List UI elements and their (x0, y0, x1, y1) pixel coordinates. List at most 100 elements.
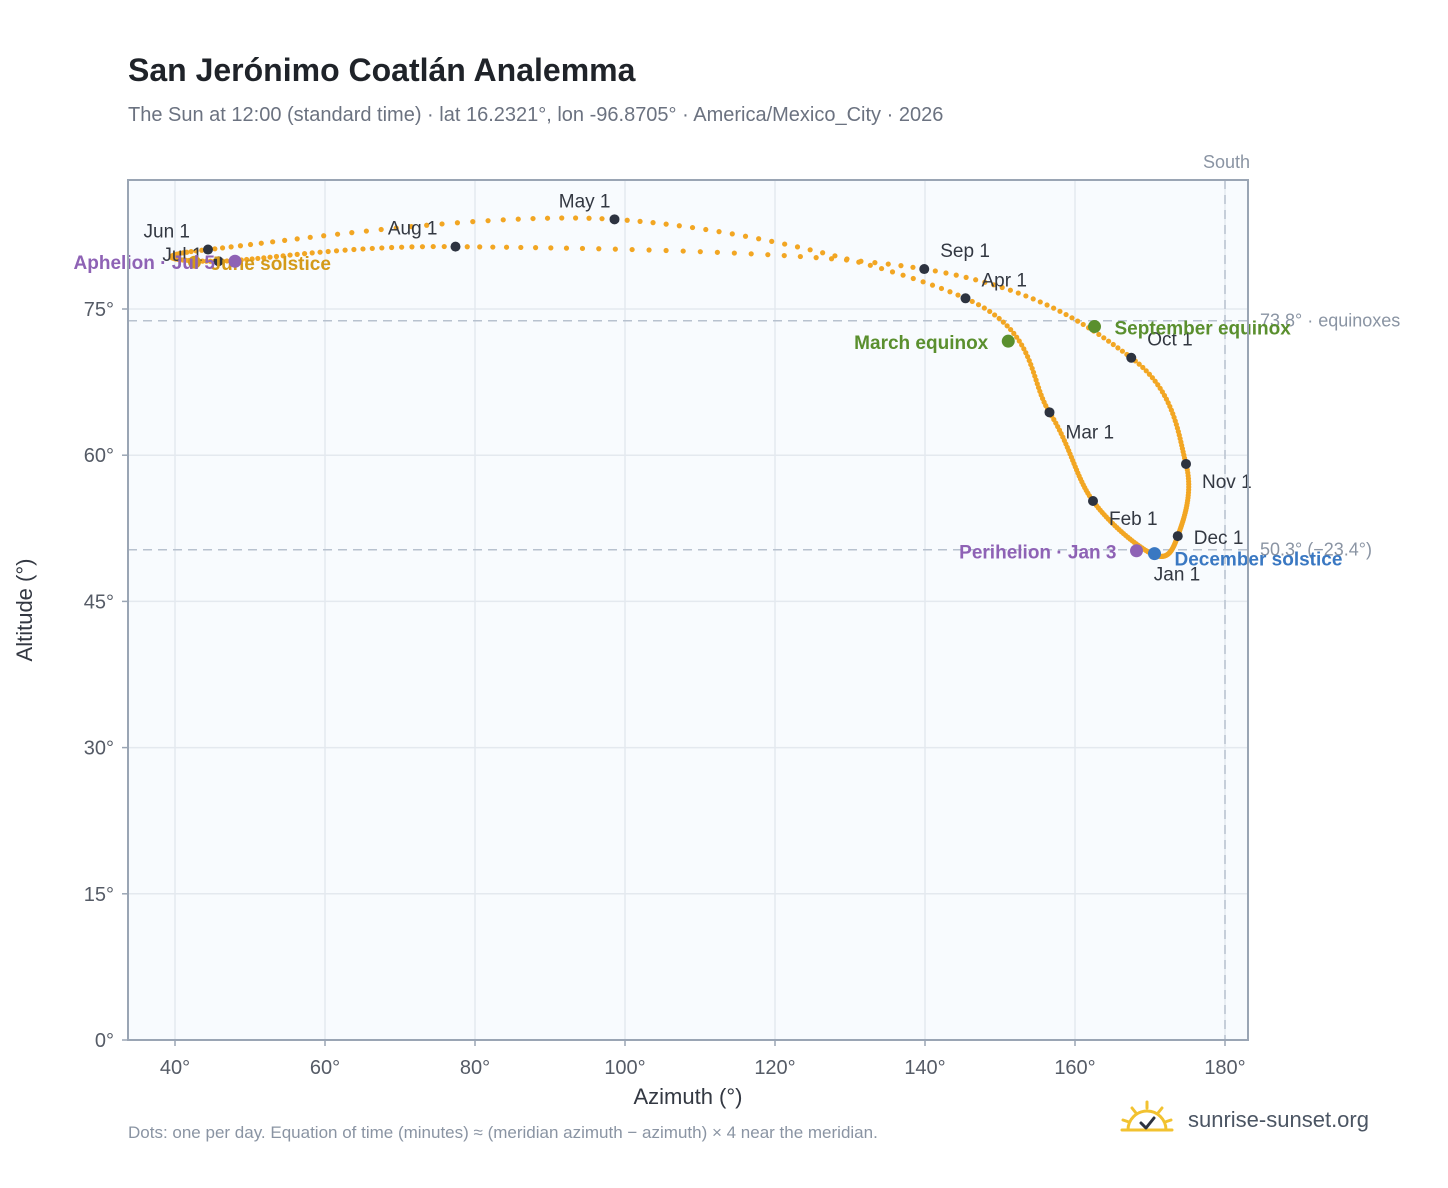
axes: 40° 60° 80° 100° 120° 140° 160° 180° 0° 15° 30° 45°… (12, 299, 1246, 1109)
daily-dot (1015, 290, 1021, 296)
daily-dot (1143, 368, 1149, 374)
daily-dot (920, 279, 926, 285)
event-label: September equinox (1115, 319, 1292, 340)
daily-dot (325, 248, 331, 255)
daily-dot (1149, 375, 1155, 381)
daily-dot (464, 244, 470, 250)
daily-dot (1136, 361, 1142, 367)
daily-dot (1021, 346, 1027, 352)
daily-dot (867, 262, 873, 268)
analemma-curve (168, 215, 1192, 559)
daily-dot (321, 233, 327, 239)
daily-dot (193, 248, 199, 254)
event-label: Aphelion · Jul 5 (74, 253, 216, 274)
daily-dot (559, 215, 565, 221)
y-tick-label: 45° (84, 591, 114, 613)
daily-dot (646, 247, 652, 253)
daily-dot (500, 217, 506, 223)
event-marker (228, 254, 242, 268)
daily-dot (716, 229, 722, 235)
daily-dot (1004, 323, 1010, 329)
month-label: Apr 1 (982, 270, 1027, 291)
brand[interactable]: sunrise-sunset.org (1120, 1100, 1369, 1140)
page-subtitle: The Sun at 12:00 (standard time) · lat 1… (128, 104, 944, 126)
event-label: December solstice (1175, 550, 1343, 571)
daily-dot (307, 234, 313, 240)
daily-dot (199, 247, 205, 253)
daily-dot (999, 284, 1005, 291)
x-tick-label: 40° (160, 1057, 190, 1079)
daily-dot (1119, 348, 1126, 354)
daily-dot (439, 221, 445, 227)
daily-dot (485, 218, 491, 224)
month-marker (213, 256, 224, 267)
daily-dot (820, 250, 826, 256)
daily-dot (900, 272, 906, 278)
brand-name: sunrise-sunset.org (1188, 1107, 1369, 1132)
reference-lines: South 73.8° · equinoxes 50.3° (−23.4°) (128, 152, 1400, 1040)
month-label: Jun 1 (144, 222, 190, 243)
month-marker (450, 241, 461, 252)
x-tick-label: 160° (1054, 1057, 1095, 1079)
daily-dot (369, 245, 375, 252)
daily-dot (563, 245, 570, 251)
daily-dot (629, 246, 635, 253)
daily-dot (955, 292, 961, 298)
daily-dot (351, 246, 357, 253)
daily-dot (349, 230, 355, 236)
daily-dot (280, 253, 286, 259)
daily-dot (237, 243, 244, 249)
daily-dot (1000, 319, 1006, 325)
daily-dot (1096, 331, 1102, 338)
daily-dot (996, 315, 1002, 322)
plot-frame (127, 179, 1249, 1041)
daily-dot (689, 224, 696, 231)
daily-dot (765, 252, 771, 258)
x-tick-label: 140° (904, 1057, 945, 1079)
month-marker (919, 264, 930, 275)
daily-dot (199, 258, 206, 264)
daily-dot (518, 244, 524, 251)
y-tick-label: 15° (84, 884, 114, 906)
daily-dot (703, 226, 709, 233)
daily-dot (548, 245, 554, 251)
daily-dot (515, 216, 521, 222)
month-label: Feb 1 (1109, 509, 1158, 530)
daily-dot (938, 285, 945, 292)
daily-dot (294, 236, 300, 242)
daily-dot (599, 216, 605, 222)
month-label: Sep 1 (940, 241, 990, 262)
daily-dot (1008, 326, 1014, 333)
month-marker (1088, 496, 1098, 507)
month-label: May 1 (559, 191, 611, 212)
daily-dot (228, 244, 234, 250)
month-label: Dec 1 (1194, 528, 1244, 549)
daily-dot (676, 223, 682, 229)
month-marker (1172, 531, 1183, 542)
daily-dot (1080, 321, 1086, 328)
daily-dot (454, 220, 461, 226)
daily-dot (1019, 342, 1025, 348)
daily-dot (267, 254, 273, 260)
meridian-label: South (1203, 152, 1250, 172)
daily-dot (663, 221, 669, 227)
daily-dot (287, 252, 293, 258)
daily-dot (572, 215, 579, 221)
daily-dot (1069, 315, 1075, 321)
daily-dot (975, 302, 982, 308)
daily-dot (797, 253, 803, 260)
daily-dot (1026, 357, 1032, 364)
daily-dot (334, 231, 341, 237)
daily-dot (1063, 311, 1069, 318)
daily-dot (943, 270, 949, 276)
daily-dot (294, 251, 300, 257)
month-marker (1126, 352, 1137, 363)
daily-dot (333, 248, 340, 254)
daily-dot (477, 244, 483, 250)
y-axis-label: Altitude (°) (12, 559, 37, 662)
daily-dot (212, 246, 218, 252)
daily-dot (219, 245, 226, 251)
event-marker (1088, 320, 1101, 334)
reference-line-label: 73.8° · equinoxes (1260, 311, 1400, 331)
daily-dot (188, 248, 194, 255)
